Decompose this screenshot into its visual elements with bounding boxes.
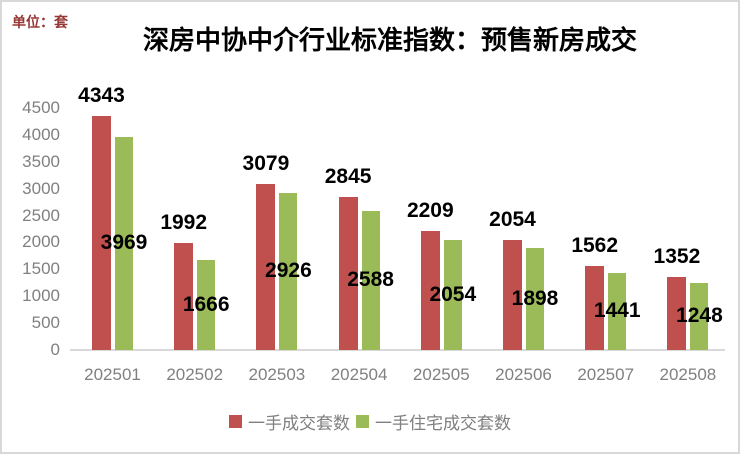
bar-series2-202504 (361, 210, 380, 350)
data-label-series1-202501: 4343 (78, 84, 125, 108)
x-axis-line (70, 349, 725, 351)
y-tick-4000: 4000 (22, 124, 60, 144)
x-label-202502: 202502 (166, 365, 224, 384)
data-label-series2-202503: 2926 (265, 259, 312, 283)
data-label-series2-202502: 1666 (182, 293, 230, 317)
data-label-series1-202504: 2845 (324, 165, 372, 188)
bar-series1-202502 (174, 242, 194, 350)
x-label-202507: 202507 (577, 365, 635, 384)
y-tick-2000: 2000 (22, 232, 60, 252)
bar-series1-202506 (503, 239, 522, 350)
x-label-202503: 202503 (248, 365, 306, 384)
y-tick-3500: 3500 (22, 151, 60, 171)
data-label-series2-202504: 2588 (347, 268, 394, 292)
bar-series2-202508 (690, 282, 709, 350)
data-label-series1-202502: 1992 (160, 210, 208, 234)
legend-label-series-2: 一手住宅成交套数 (375, 414, 511, 433)
data-label-series2-202507: 1441 (593, 299, 641, 323)
data-label-series2-202501: 3969 (100, 231, 148, 255)
x-label-202505: 202505 (412, 365, 470, 384)
bar-series2-202505 (443, 239, 462, 350)
data-label-series2-202505: 2054 (429, 282, 477, 306)
x-label-202504: 202504 (330, 365, 388, 384)
legend-swatch-green-icon (356, 415, 369, 428)
y-tick-500: 500 (31, 313, 60, 333)
legend: 一手成交套数 一手住宅成交套数 (2, 409, 738, 434)
y-tick-1000: 1000 (22, 286, 60, 306)
data-label-series1-202505: 2209 (406, 199, 454, 223)
bar-series1-202501 (92, 116, 111, 350)
bar-series2-202507 (608, 272, 627, 350)
legend-label-series-1: 一手成交套数 (248, 414, 350, 433)
y-tick-4500: 4500 (22, 98, 60, 117)
y-tick-3000: 3000 (22, 178, 60, 198)
bar-series1-202504 (338, 197, 358, 350)
bar-series2-202501 (115, 136, 133, 350)
x-label-202501: 202501 (84, 365, 141, 384)
bar-series1-202508 (667, 277, 687, 350)
bar-series1-202505 (420, 231, 440, 350)
bar-series2-202503 (279, 192, 298, 350)
bar-series2-202506 (526, 247, 544, 350)
legend-swatch-red-icon (229, 415, 242, 428)
data-label-series1-202507: 1562 (571, 233, 619, 257)
bar-series2-202502 (197, 260, 216, 350)
x-label-202508: 202508 (659, 365, 717, 384)
y-tick-2500: 2500 (22, 205, 60, 225)
y-tick-0: 0 (50, 340, 60, 359)
data-label-series2-202506: 1898 (511, 286, 559, 310)
y-tick-1500: 1500 (22, 259, 60, 279)
x-label-202506: 202506 (495, 365, 552, 384)
bar-series1-202507 (585, 265, 605, 350)
data-label-series1-202506: 2054 (489, 207, 536, 231)
data-label-series1-202503: 3079 (242, 152, 290, 176)
bar-series1-202503 (256, 184, 276, 350)
data-label-series1-202508: 1352 (653, 245, 701, 269)
data-label-series2-202508: 1248 (676, 304, 723, 328)
chart-title: 深房中协中介行业标准指数：预售新房成交 (142, 26, 637, 55)
unit-label: 单位：套 (12, 16, 68, 31)
